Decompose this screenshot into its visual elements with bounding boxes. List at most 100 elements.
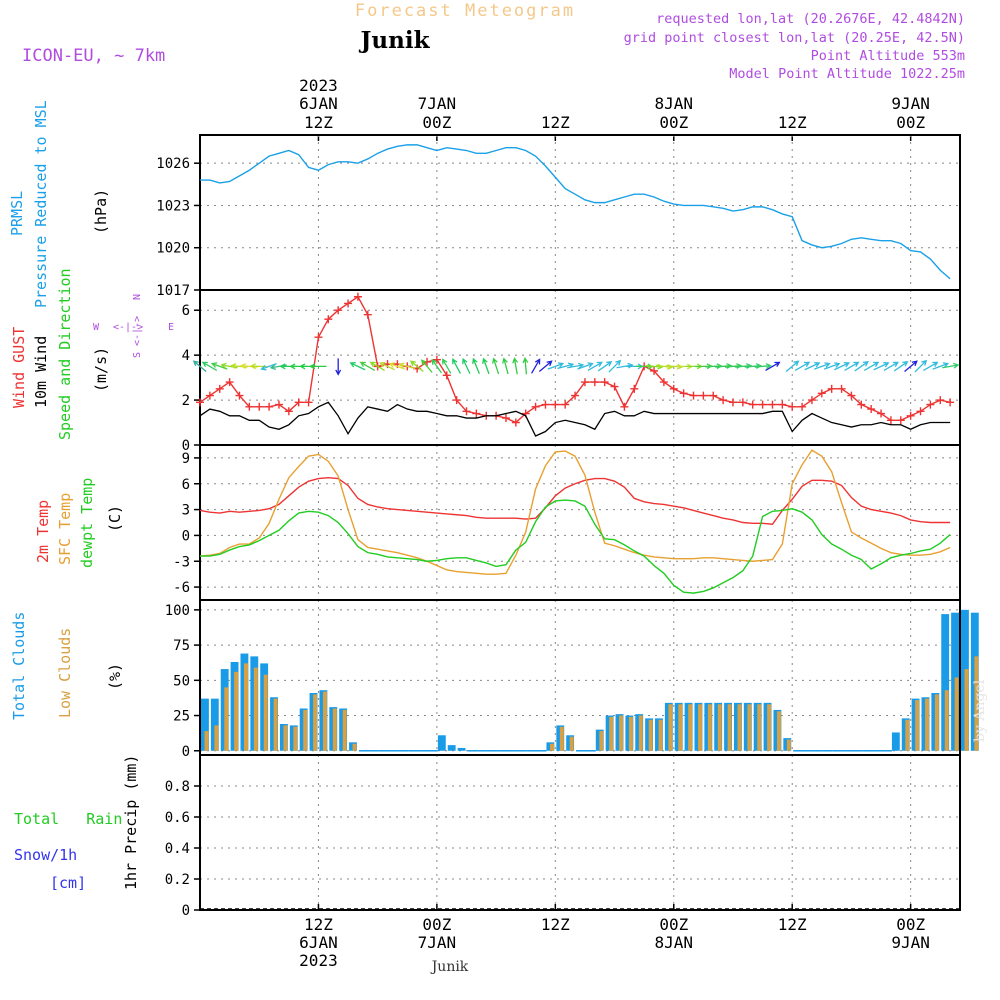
low-cloud-bar bbox=[628, 716, 633, 751]
wind-gust-marker bbox=[353, 292, 362, 301]
wind-gust-marker bbox=[659, 378, 668, 387]
top-time-label: 12Z bbox=[778, 113, 807, 132]
y-tick-label: 6 bbox=[182, 477, 190, 493]
wind-gust-marker bbox=[689, 391, 698, 400]
wind-gust-marker bbox=[501, 414, 510, 423]
low-cloud-bar bbox=[698, 704, 702, 751]
wind-direction-arrow bbox=[309, 363, 327, 370]
wind-direction-arrow bbox=[942, 362, 960, 369]
low-cloud-bar bbox=[727, 704, 732, 751]
y-tick-label: 2 bbox=[182, 393, 190, 409]
requested-point: requested lon,lat (20.2676E, 42.4842N) bbox=[656, 11, 965, 27]
wind-direction-arrow bbox=[932, 362, 950, 370]
temp-2m-label: 2m Temp bbox=[34, 500, 52, 563]
compass-n: N bbox=[132, 294, 143, 300]
wind-gust-marker bbox=[531, 402, 540, 411]
total-cloud-bar bbox=[201, 698, 209, 751]
wind-direction-arrow bbox=[608, 359, 622, 373]
wind-direction-arrow bbox=[567, 362, 585, 369]
wind-gust-marker bbox=[423, 357, 432, 366]
wind-direction-arrow bbox=[844, 361, 860, 371]
y-tick-label: 75 bbox=[173, 638, 190, 654]
wind-direction-arrow bbox=[883, 361, 900, 371]
wind-gust-marker bbox=[551, 400, 560, 409]
top-time-label: 00Z bbox=[422, 113, 451, 132]
total-cloud-bar bbox=[457, 747, 466, 751]
y-tick-label: 0.6 bbox=[165, 810, 190, 826]
total-cloud-bar bbox=[891, 732, 900, 751]
pressure-labels: PRMSL Pressure Reduced to MSL (hPa) bbox=[8, 100, 110, 308]
wind-direction-arrow bbox=[512, 357, 519, 375]
wind-direction-arrow bbox=[398, 362, 416, 370]
wind-gust-marker bbox=[600, 378, 609, 387]
cloud-unit: (%) bbox=[106, 663, 124, 690]
wind-gust-marker bbox=[669, 384, 678, 393]
product-title: Forecast Meteogram bbox=[355, 1, 575, 21]
cloud-labels: Total Clouds Low Clouds (%) bbox=[10, 612, 124, 720]
compass-ew-arrows: <-|-> bbox=[113, 322, 143, 333]
low-cloud-bar bbox=[925, 698, 929, 751]
wind-direction-arrow bbox=[863, 361, 880, 371]
y-tick-label: 0.4 bbox=[165, 841, 190, 857]
wind-direction-arrow bbox=[379, 362, 396, 371]
bottom-time-label: 6JAN bbox=[299, 933, 338, 952]
compass-w: W bbox=[93, 322, 100, 333]
wind-direction-arrow bbox=[834, 362, 851, 371]
wind-gust-marker bbox=[334, 306, 343, 315]
wind-gust-marker bbox=[867, 405, 876, 414]
model-point-altitude: Model Point Altitude 1022.25m bbox=[729, 66, 965, 82]
bottom-time-label: 00Z bbox=[896, 915, 925, 934]
wind-direction-arrow bbox=[854, 361, 869, 372]
top-year-label: 2023 bbox=[299, 76, 338, 95]
wind-gust-marker bbox=[225, 378, 234, 387]
y-tick-label: 1020 bbox=[156, 241, 190, 257]
wind-gust-marker bbox=[738, 398, 747, 407]
y-tick-label: 6 bbox=[182, 303, 190, 319]
bottom-time-label: 7JAN bbox=[418, 933, 457, 952]
low-cloud-bar bbox=[717, 704, 722, 751]
wind-gust-marker bbox=[906, 411, 915, 420]
wind-gust-marker bbox=[926, 400, 935, 409]
model-label: ICON-EU, ~ 7km bbox=[22, 46, 165, 66]
panel-frames bbox=[199, 134, 961, 911]
temp-labels: 2m Temp SFC Temp dewpt Temp (C) bbox=[34, 478, 124, 568]
y-tick-label: 0 bbox=[182, 903, 190, 919]
temp-sfc-line bbox=[199, 449, 951, 575]
wind-gust-marker bbox=[728, 398, 737, 407]
low-cloud-bar bbox=[688, 704, 693, 751]
wind-direction-arrow bbox=[369, 361, 385, 371]
wind-direction-arrow bbox=[482, 357, 490, 375]
wind-gust-marker bbox=[788, 402, 797, 411]
wind-direction-arrow bbox=[873, 362, 890, 371]
bottom-time-label: 12Z bbox=[541, 915, 570, 934]
low-cloud-bar bbox=[549, 743, 554, 751]
wind-gust-marker bbox=[886, 416, 895, 425]
wind-direction-arrow bbox=[531, 358, 541, 374]
low-clouds-label: Low Clouds bbox=[56, 628, 74, 718]
bottom-time-label: 00Z bbox=[659, 915, 688, 934]
compass-s: S bbox=[132, 352, 143, 358]
wind-gust-marker bbox=[719, 396, 728, 405]
y-tick-label: 1023 bbox=[156, 198, 190, 214]
wind-direction-arrow bbox=[349, 362, 366, 371]
low-cloud-bar bbox=[214, 725, 219, 751]
wind-dir-label: Speed and Direction bbox=[56, 268, 74, 440]
compass-e: E bbox=[168, 322, 174, 333]
wind-gust-marker bbox=[748, 400, 757, 409]
low-cloud-bar bbox=[293, 726, 298, 751]
wind-10m-label: 10m Wind bbox=[32, 336, 50, 408]
low-cloud-bar bbox=[737, 704, 742, 751]
bottom-time-label: 12Z bbox=[778, 915, 807, 934]
top-time-label: 12Z bbox=[304, 113, 333, 132]
rain-label: Total Rain bbox=[14, 810, 122, 828]
bottom-time-label: 2023 bbox=[299, 951, 338, 970]
wind-gust-marker bbox=[877, 409, 886, 418]
wind-direction-arrow bbox=[724, 363, 743, 369]
y-tick-label: 0 bbox=[182, 438, 190, 454]
wind-direction-arrow bbox=[547, 362, 565, 370]
wind-gust-marker bbox=[452, 396, 461, 405]
wind-direction-arrow bbox=[904, 360, 918, 373]
bottom-time-label: 8JAN bbox=[655, 933, 694, 952]
